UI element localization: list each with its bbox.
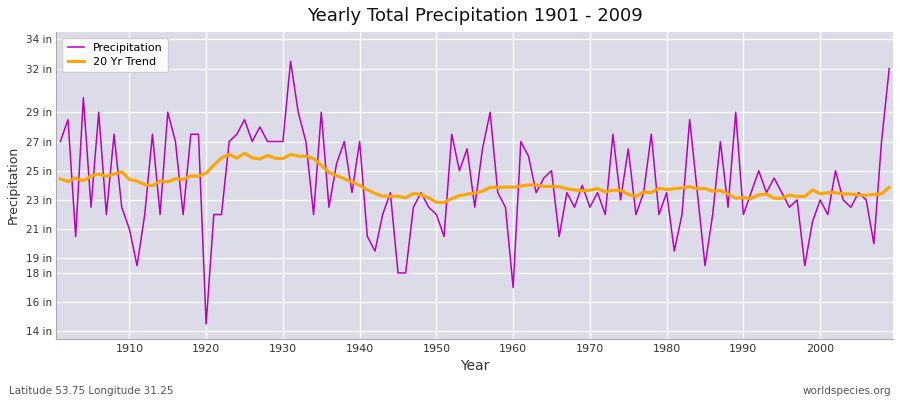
Precipitation	[523, 154, 534, 158]
Precipitation	[346, 190, 357, 195]
20 Yr Trend	[239, 151, 250, 156]
Text: Latitude 53.75 Longitude 31.25: Latitude 53.75 Longitude 31.25	[9, 386, 174, 396]
20 Yr Trend	[616, 188, 626, 193]
20 Yr Trend	[516, 184, 526, 188]
Precipitation	[516, 139, 526, 144]
20 Yr Trend	[431, 200, 442, 205]
20 Yr Trend	[292, 154, 303, 158]
Y-axis label: Precipitation: Precipitation	[7, 146, 20, 224]
20 Yr Trend	[116, 170, 127, 174]
Precipitation	[301, 139, 311, 144]
Text: worldspecies.org: worldspecies.org	[803, 386, 891, 396]
Precipitation	[116, 205, 127, 210]
20 Yr Trend	[55, 176, 66, 181]
Title: Yearly Total Precipitation 1901 - 2009: Yearly Total Precipitation 1901 - 2009	[307, 7, 643, 25]
Precipitation	[616, 198, 626, 202]
Precipitation	[201, 322, 212, 326]
Precipitation	[285, 59, 296, 64]
Line: 20 Yr Trend: 20 Yr Trend	[60, 153, 889, 202]
20 Yr Trend	[884, 185, 895, 190]
Precipitation	[55, 139, 66, 144]
Precipitation	[884, 66, 895, 71]
Legend: Precipitation, 20 Yr Trend: Precipitation, 20 Yr Trend	[62, 38, 168, 72]
X-axis label: Year: Year	[460, 359, 490, 373]
Line: Precipitation: Precipitation	[60, 61, 889, 324]
20 Yr Trend	[523, 182, 534, 187]
20 Yr Trend	[339, 176, 350, 181]
